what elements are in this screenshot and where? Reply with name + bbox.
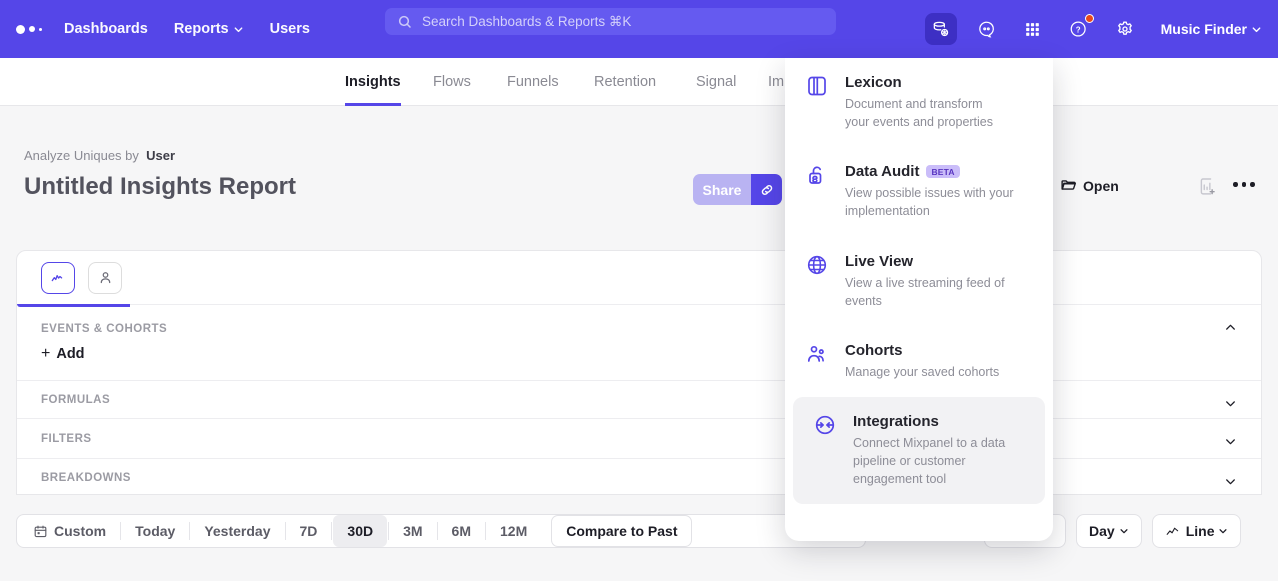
svg-text:?: ?: [1075, 26, 1080, 35]
